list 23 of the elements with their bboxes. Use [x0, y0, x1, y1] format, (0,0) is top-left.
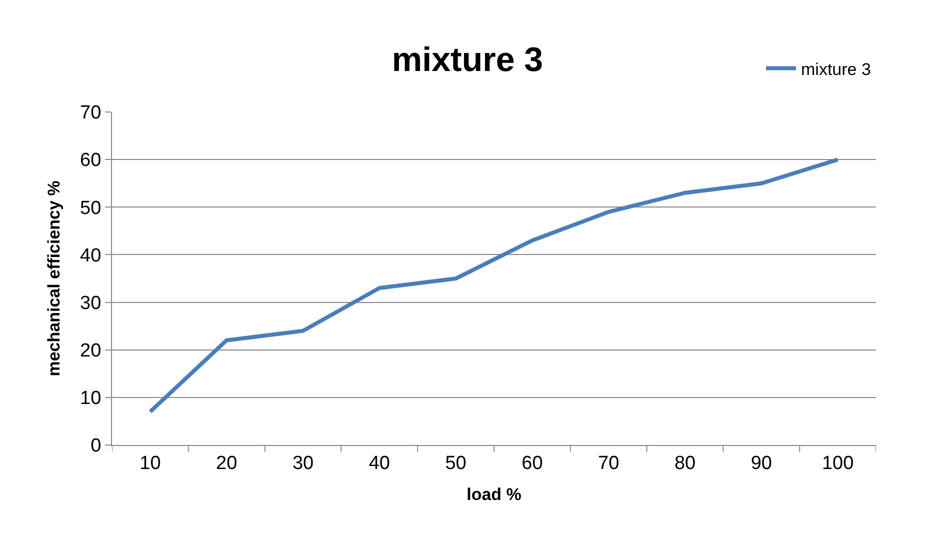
chart-title: mixture 3 [392, 40, 544, 79]
legend-label: mixture 3 [801, 60, 871, 79]
y-tick-label: 0 [90, 436, 102, 457]
y-axis-title: mechanical efficiency % [44, 180, 64, 376]
y-tick-label: 50 [80, 198, 102, 219]
x-tick-label: 80 [674, 452, 696, 474]
x-tick-label: 90 [750, 452, 772, 474]
y-tick-label: 10 [80, 388, 102, 410]
x-tick-label: 20 [216, 452, 238, 474]
x-tick-label: 70 [598, 452, 620, 474]
y-tick-label: 20 [80, 340, 102, 362]
x-tick-label: 30 [292, 452, 314, 474]
x-tick-label: 40 [368, 452, 390, 474]
x-tick-label: 50 [445, 452, 466, 474]
x-tick-label: 60 [522, 452, 543, 474]
y-tick-label: 70 [80, 102, 102, 124]
x-tick-label: 10 [140, 452, 161, 474]
x-axis-title: load % [466, 485, 522, 504]
x-tick-label: 100 [822, 452, 854, 474]
line-series [148, 158, 840, 414]
y-tick-label: 30 [80, 292, 102, 314]
y-tick-label: 40 [80, 245, 102, 266]
y-tick-label: 60 [80, 150, 102, 172]
